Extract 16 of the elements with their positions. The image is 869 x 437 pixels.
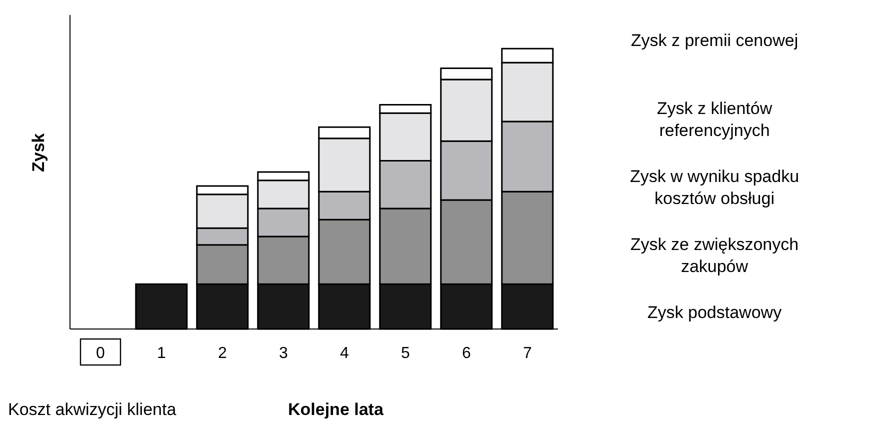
x-tick-label: 4: [340, 345, 350, 362]
text: Zysk ze zwiększonych zakupów: [629, 234, 800, 278]
text: Zysk w wyniku spadku kosztów obsługi: [628, 166, 800, 210]
x-tick-label: 7: [523, 345, 532, 362]
x-tick-label: 1: [157, 345, 166, 362]
x-tick-label: 5: [401, 345, 410, 362]
text: Koszt akwizycji klienta: [8, 400, 176, 420]
x-tick-label: 6: [462, 345, 472, 362]
x-tick-label: 2: [218, 345, 228, 362]
x-axis-title: Kolejne lata: [288, 400, 384, 420]
text: Zysk podstawowy: [646, 302, 783, 324]
x-tick-label: 3: [279, 345, 288, 362]
x-tick-label: 0: [96, 345, 106, 362]
y-axis-title: Zysk: [29, 132, 48, 172]
text: Zysk z premii cenowej: [630, 30, 800, 52]
text: Zysk z klientów referencyjnych: [656, 98, 774, 142]
